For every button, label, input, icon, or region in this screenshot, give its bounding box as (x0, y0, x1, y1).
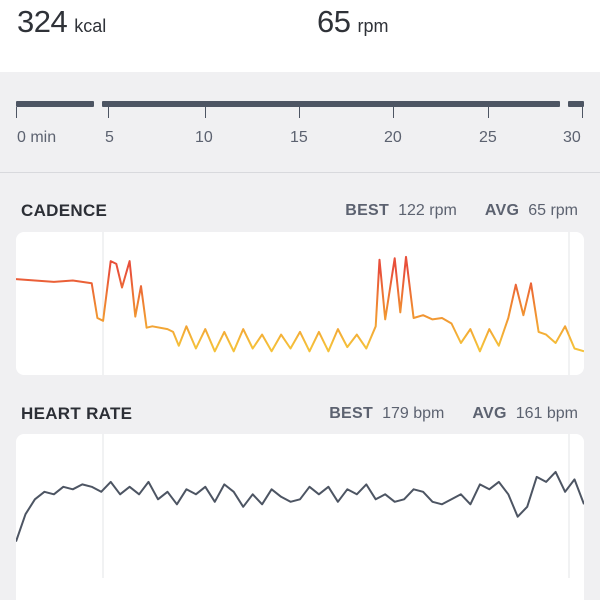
timeline-label-25: 25 (479, 129, 497, 146)
heart-rate-chart-card[interactable] (16, 434, 584, 578)
timeline-label-20: 20 (384, 129, 402, 146)
workout-summary: 324 kcal 65 rpm (0, 0, 600, 72)
heart-rate-avg-label: AVG (472, 405, 507, 422)
calories-value: 324 (17, 4, 68, 39)
cadence-best-label: BEST (345, 202, 390, 219)
calories-unit: kcal (74, 16, 107, 36)
cadence-avg-label: AVG (484, 202, 520, 219)
section-divider (0, 172, 600, 173)
time-scrubber[interactable]: 0 min 5 10 15 20 25 30 (0, 72, 600, 172)
next-card-edge (16, 578, 584, 600)
heart-rate-chart (16, 434, 584, 578)
timeline-label-15: 15 (290, 129, 308, 146)
timeline-tick (393, 107, 394, 118)
heart-rate-stats: BEST 179 bpm AVG 161 bpm (329, 405, 578, 423)
cadence-series-line (16, 255, 584, 353)
cadence-unit: rpm (357, 16, 389, 36)
heart-rate-series-line (16, 470, 584, 542)
cadence-chart-card[interactable] (16, 232, 584, 375)
cadence-chart (16, 232, 584, 375)
calories-metric: 324 kcal (17, 4, 106, 40)
timeline-tick (582, 107, 583, 118)
timeline-tick (488, 107, 489, 118)
timeline-tick (299, 107, 300, 118)
heart-rate-best-label: BEST (329, 405, 374, 422)
heart-rate-avg-value: 161 bpm (515, 405, 578, 422)
timeline-label-10: 10 (195, 129, 213, 146)
cadence-metric: 65 rpm (317, 4, 388, 40)
cadence-value: 65 (317, 4, 351, 39)
cadence-best-value: 122 rpm (398, 202, 457, 219)
timeline-segment-1 (16, 101, 94, 107)
cadence-avg-value: 65 rpm (528, 202, 578, 219)
timeline-tick (108, 107, 109, 118)
cadence-section-title: CADENCE (21, 201, 108, 220)
timeline-tick (16, 107, 17, 118)
timeline-segment-2 (102, 101, 560, 107)
cadence-stats: BEST 122 rpm AVG 65 rpm (345, 202, 578, 220)
heart-rate-best-value: 179 bpm (382, 405, 445, 422)
timeline-label-0: 0 min (17, 129, 57, 146)
timeline-segment-3 (568, 101, 584, 107)
timeline-label-5: 5 (105, 129, 114, 146)
heart-rate-section-title: HEART RATE (21, 404, 133, 423)
timeline-label-30: 30 (563, 129, 581, 146)
timeline-tick (205, 107, 206, 118)
